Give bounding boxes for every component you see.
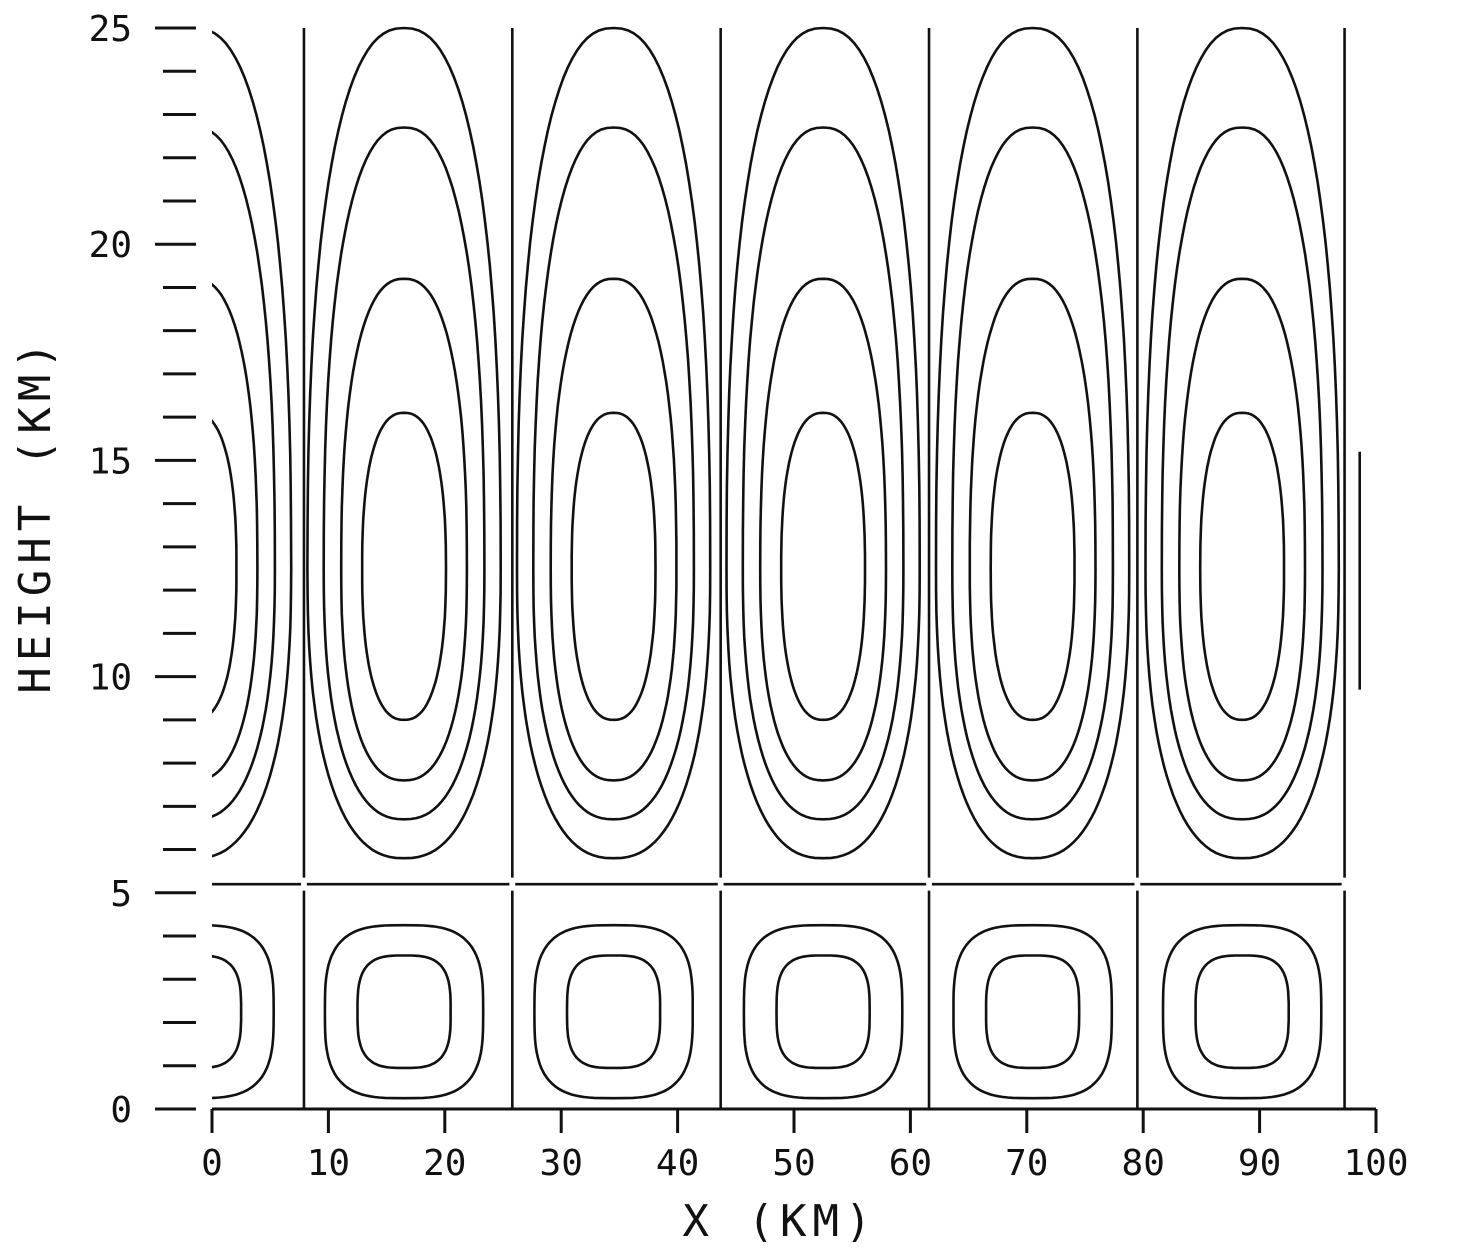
upper-contour xyxy=(934,26,1131,860)
upper-contour xyxy=(515,26,712,860)
upper-contour xyxy=(779,411,867,722)
upper-contour xyxy=(306,26,502,860)
lower-contour xyxy=(1194,954,1290,1070)
left-edge-contours xyxy=(212,28,1362,1109)
upper-contour-partial xyxy=(212,419,238,714)
lower-contour xyxy=(952,923,1114,1100)
upper-contour xyxy=(531,126,696,821)
upper-contour xyxy=(360,411,448,722)
lower-contour xyxy=(212,924,275,1100)
upper-contour xyxy=(758,277,888,782)
contour-lines xyxy=(212,26,1362,1109)
x-tick-label: 100 xyxy=(1343,1143,1408,1184)
x-tick-label: 70 xyxy=(1005,1143,1048,1184)
upper-contour xyxy=(339,277,469,782)
x-tick-label: 10 xyxy=(307,1143,350,1184)
x-axis-title: X (KM) xyxy=(683,1196,878,1247)
lower-contour xyxy=(533,923,694,1100)
lower-contour xyxy=(356,954,452,1070)
upper-contour xyxy=(725,26,921,860)
upper-contour xyxy=(1144,26,1341,860)
x-tick-label: 30 xyxy=(540,1143,583,1184)
y-tick-label: 20 xyxy=(89,225,132,266)
y-axis-title: HEIGHT (KM) xyxy=(10,336,61,693)
lower-contour xyxy=(984,954,1081,1070)
upper-contour xyxy=(1198,411,1286,722)
lower-contour xyxy=(212,954,243,1069)
lower-contour xyxy=(1161,923,1323,1100)
x-tick-label: 80 xyxy=(1122,1143,1165,1184)
y-tick-label: 10 xyxy=(89,658,132,699)
upper-contour xyxy=(1160,126,1324,821)
x-tick-label: 20 xyxy=(423,1143,466,1184)
axes: 0 10 20 30 40 50 60 70 80 90 100 0 5 10 15 20 25 xyxy=(89,9,1409,1184)
upper-contour xyxy=(989,411,1076,722)
x-tick-label: 0 xyxy=(201,1143,223,1184)
upper-contour-partial xyxy=(212,130,277,818)
upper-contour xyxy=(322,126,486,821)
y-tick-label: 5 xyxy=(110,874,132,915)
lower-contour xyxy=(565,954,662,1070)
upper-contour xyxy=(1177,277,1307,782)
upper-contour xyxy=(549,277,678,782)
x-tick-label: 40 xyxy=(656,1143,699,1184)
lower-contour xyxy=(742,923,904,1100)
x-tick-label: 60 xyxy=(889,1143,932,1184)
x-tick-label: 90 xyxy=(1238,1143,1281,1184)
upper-contour-partial xyxy=(212,282,259,778)
lower-contour xyxy=(323,923,485,1100)
y-tick-label: 25 xyxy=(89,9,132,50)
upper-contour xyxy=(570,411,657,722)
y-tick-label: 0 xyxy=(110,1090,132,1131)
y-tick-label: 15 xyxy=(89,441,132,482)
x-tick-label: 50 xyxy=(772,1143,815,1184)
upper-contour xyxy=(968,277,1097,782)
upper-contour-partial xyxy=(212,30,293,858)
upper-contour xyxy=(741,126,905,821)
upper-contour xyxy=(950,126,1115,821)
lower-contour xyxy=(775,954,871,1070)
